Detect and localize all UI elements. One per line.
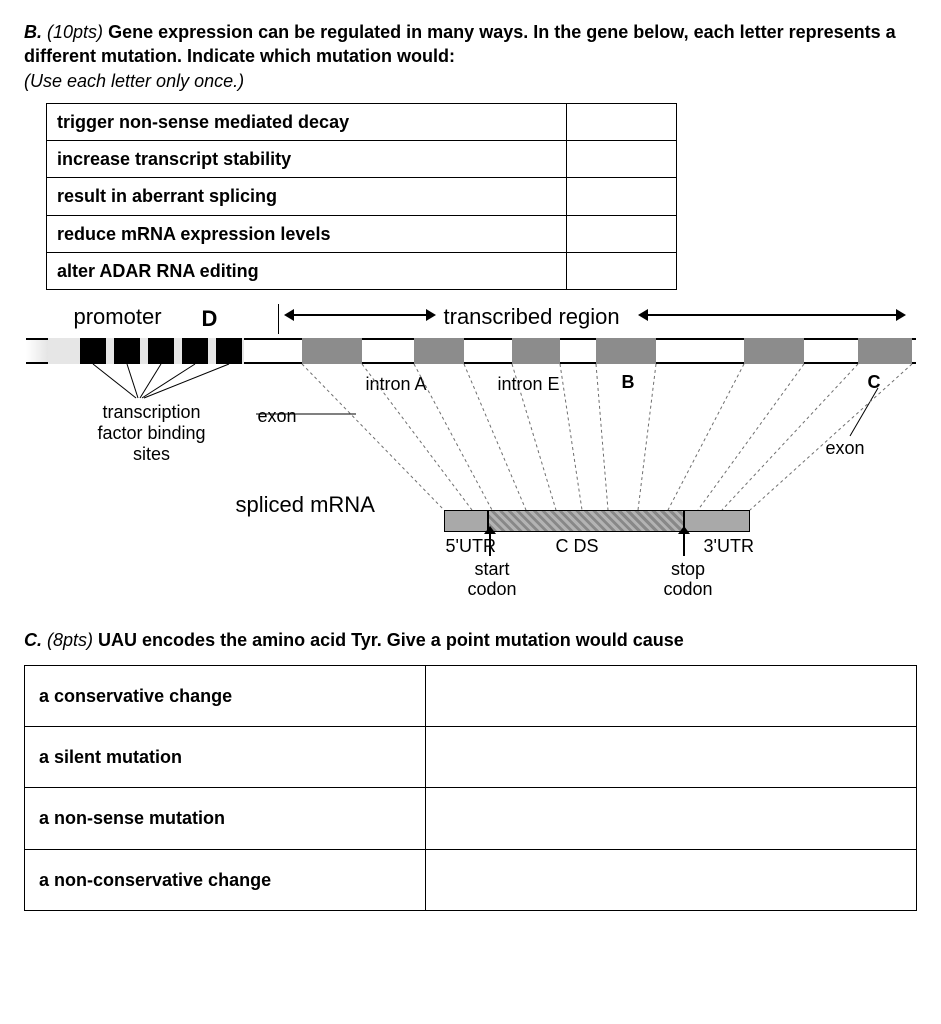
mrna-cds (488, 510, 684, 532)
range-arrow-right (640, 314, 904, 316)
cell-question: a non-sense mutation (25, 788, 426, 849)
cell-question: a non-conservative change (25, 849, 426, 910)
stop-l1: stop (671, 559, 705, 579)
range-arrow-left (286, 314, 434, 316)
cell-answer[interactable] (567, 178, 677, 215)
tfb-box (216, 338, 242, 364)
partB-table: trigger non-sense mediated decay increas… (46, 103, 677, 290)
table-row: a non-conservative change (25, 849, 917, 910)
exon-box (302, 338, 362, 364)
mutation-C: C (868, 370, 881, 394)
cell-question: a conservative change (25, 665, 426, 726)
cell-desc: alter ADAR RNA editing (47, 253, 567, 290)
intron-box (560, 338, 596, 364)
stop-codon-label: stop codon (664, 560, 713, 600)
tfb-line2: factor binding (98, 423, 206, 443)
spliced-mrna-label: spliced mRNA (236, 490, 375, 520)
exon-box (858, 338, 912, 364)
stop-codon-arrow-icon (683, 534, 685, 556)
stop-l2: codon (664, 579, 713, 599)
cds-label: C DS (556, 534, 599, 558)
partC-text: UAU encodes the amino acid Tyr. Give a p… (98, 630, 684, 650)
intron-E-label: intron E (498, 372, 560, 396)
partB-hint: (Use each letter only once.) (24, 69, 917, 93)
mrna-3utr (684, 510, 750, 532)
tfb-box (182, 338, 208, 364)
mrna-5utr (444, 510, 488, 532)
table-row: result in aberrant splicing (47, 178, 677, 215)
start-l2: codon (468, 579, 517, 599)
region-start-tick (278, 304, 279, 334)
cell-answer[interactable] (426, 726, 917, 787)
mutation-D: D (202, 304, 218, 334)
cell-question: a silent mutation (25, 726, 426, 787)
exon-box (414, 338, 464, 364)
table-row: trigger non-sense mediated decay (47, 103, 677, 140)
promoter-region (48, 338, 244, 364)
tfb-line1: transcription (103, 402, 201, 422)
tfb-line3: sites (133, 444, 170, 464)
table-row: reduce mRNA expression levels (47, 215, 677, 252)
tfb-caption: transcription factor binding sites (98, 402, 206, 464)
tfb-box (114, 338, 140, 364)
partB-text: Gene expression can be regulated in many… (24, 22, 896, 66)
start-codon-arrow-icon (489, 534, 491, 556)
table-row: a conservative change (25, 665, 917, 726)
cell-answer[interactable] (567, 215, 677, 252)
table-row: a non-sense mutation (25, 788, 917, 849)
cell-desc: trigger non-sense mediated decay (47, 103, 567, 140)
table-row: increase transcript stability (47, 141, 677, 178)
partC-table: a conservative change a silent mutation … (24, 665, 917, 911)
transcribed-label: transcribed region (444, 302, 620, 332)
intron-box (362, 338, 414, 364)
partB-pts: (10pts) (47, 22, 103, 42)
cell-answer[interactable] (426, 788, 917, 849)
intron-box (804, 338, 858, 364)
tfb-box (80, 338, 106, 364)
partB-prompt: B. (10pts) Gene expression can be regula… (24, 20, 917, 69)
exon-left-label: exon (258, 404, 297, 428)
partB-label: B. (24, 22, 42, 42)
intron-box (656, 338, 744, 364)
exon-box (596, 338, 656, 364)
cell-answer[interactable] (426, 849, 917, 910)
cell-answer[interactable] (567, 141, 677, 178)
cell-answer[interactable] (567, 103, 677, 140)
partC-label: C. (24, 630, 42, 650)
table-row: a silent mutation (25, 726, 917, 787)
exon-right-label: exon (826, 436, 865, 460)
promoter-label: promoter (74, 302, 162, 332)
cell-answer[interactable] (426, 665, 917, 726)
cell-desc: reduce mRNA expression levels (47, 215, 567, 252)
intron-A-label: intron A (366, 372, 427, 396)
start-l1: start (475, 559, 510, 579)
cell-desc: increase transcript stability (47, 141, 567, 178)
utr3-label: 3'UTR (704, 534, 754, 558)
start-codon-label: start codon (468, 560, 517, 600)
cell-desc: result in aberrant splicing (47, 178, 567, 215)
table-row: alter ADAR RNA editing (47, 253, 677, 290)
partC-prompt: C. (8pts) UAU encodes the amino acid Tyr… (24, 628, 917, 652)
exon-box (512, 338, 560, 364)
mutation-B: B (622, 370, 635, 394)
tfb-box (148, 338, 174, 364)
gene-diagram: promoter D transcribed region transcript… (26, 294, 916, 614)
cell-answer[interactable] (567, 253, 677, 290)
partC-pts: (8pts) (47, 630, 93, 650)
intron-box (464, 338, 512, 364)
exon-box (744, 338, 804, 364)
